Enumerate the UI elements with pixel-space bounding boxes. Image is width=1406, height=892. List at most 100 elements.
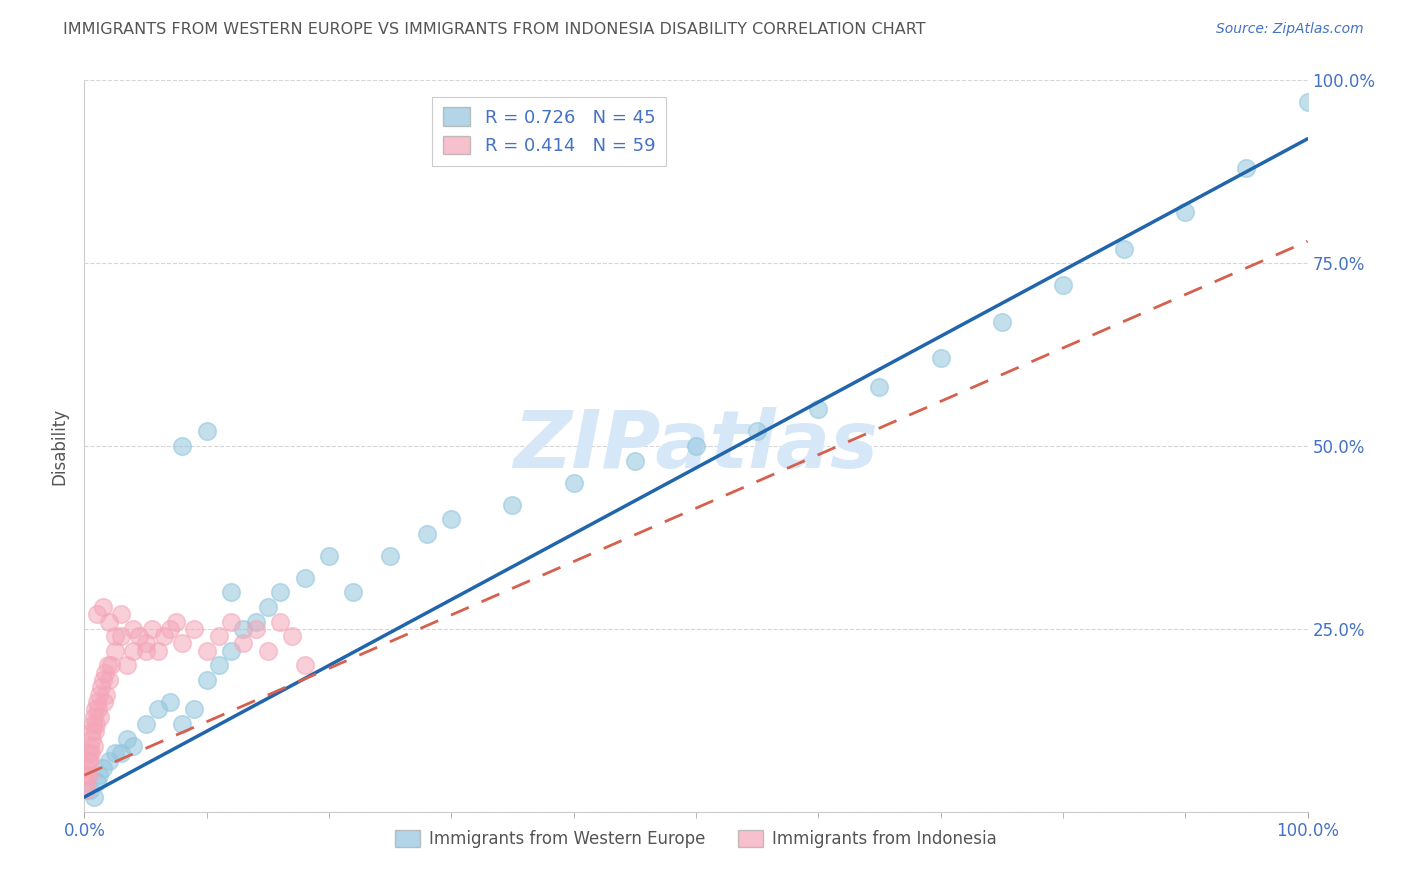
Point: [100, 658, 122, 673]
Point: [80, 724, 103, 739]
Point: [97, 754, 120, 768]
Point: [94, 665, 117, 680]
Point: [135, 644, 157, 658]
Point: [83, 790, 105, 805]
Point: [245, 622, 267, 636]
Point: [91, 673, 114, 687]
Point: [929, 351, 952, 366]
Point: [1236, 161, 1258, 175]
Point: [208, 629, 231, 643]
Point: [80, 746, 103, 760]
Point: [87, 768, 110, 782]
Point: [1114, 242, 1136, 256]
Point: [75, 782, 97, 797]
Point: [153, 629, 176, 643]
Y-axis label: Disability: Disability: [51, 408, 69, 484]
Point: [104, 629, 127, 643]
Point: [93, 695, 115, 709]
Point: [84, 717, 107, 731]
Point: [135, 636, 157, 650]
Point: [77, 746, 100, 760]
Point: [195, 673, 218, 687]
Text: IMMIGRANTS FROM WESTERN EUROPE VS IMMIGRANTS FROM INDONESIA DISABILITY CORRELATI: IMMIGRANTS FROM WESTERN EUROPE VS IMMIGR…: [63, 22, 927, 37]
Point: [115, 731, 138, 746]
Point: [97, 673, 120, 687]
Point: [128, 629, 150, 643]
Point: [294, 571, 316, 585]
Point: [110, 629, 132, 643]
Point: [76, 761, 98, 775]
Point: [97, 615, 120, 629]
Point: [1296, 95, 1319, 110]
Point: [380, 549, 402, 563]
Point: [502, 498, 524, 512]
Text: ZIPatlas: ZIPatlas: [513, 407, 879, 485]
Point: [122, 622, 145, 636]
Point: [122, 644, 145, 658]
Point: [83, 739, 105, 753]
Point: [83, 709, 105, 723]
Point: [685, 439, 707, 453]
Point: [624, 453, 647, 467]
Point: [104, 746, 127, 760]
Point: [165, 615, 187, 629]
Point: [1174, 205, 1197, 219]
Point: [269, 615, 291, 629]
Point: [82, 717, 104, 731]
Point: [294, 658, 316, 673]
Point: [245, 615, 267, 629]
Point: [172, 717, 194, 731]
Point: [122, 739, 145, 753]
Point: [83, 724, 105, 739]
Point: [96, 688, 118, 702]
Point: [141, 622, 163, 636]
Point: [318, 549, 340, 563]
Point: [87, 702, 110, 716]
Point: [232, 636, 254, 650]
Point: [562, 475, 585, 490]
Point: [869, 380, 891, 394]
Point: [79, 782, 101, 797]
Point: [747, 425, 769, 439]
Point: [90, 681, 112, 695]
Point: [79, 739, 101, 753]
Point: [77, 768, 100, 782]
Point: [342, 585, 364, 599]
Point: [86, 775, 108, 789]
Point: [195, 644, 218, 658]
Point: [183, 702, 205, 716]
Point: [97, 658, 120, 673]
Point: [219, 615, 242, 629]
Point: [257, 644, 280, 658]
Point: [159, 622, 181, 636]
Point: [110, 607, 132, 622]
Point: [91, 599, 114, 614]
Point: [219, 644, 242, 658]
Point: [195, 425, 218, 439]
Point: [82, 731, 104, 746]
Point: [440, 512, 463, 526]
Point: [76, 768, 98, 782]
Point: [257, 599, 280, 614]
Point: [172, 439, 194, 453]
Point: [75, 775, 97, 789]
Point: [135, 717, 157, 731]
Point: [281, 629, 304, 643]
Point: [104, 644, 127, 658]
Point: [146, 644, 169, 658]
Point: [115, 658, 138, 673]
Legend: Immigrants from Western Europe, Immigrants from Indonesia: Immigrants from Western Europe, Immigran…: [388, 823, 1004, 855]
Text: Source: ZipAtlas.com: Source: ZipAtlas.com: [1216, 22, 1364, 37]
Point: [110, 746, 132, 760]
Point: [991, 315, 1014, 329]
Point: [89, 709, 111, 723]
Point: [84, 702, 107, 716]
Point: [146, 702, 169, 716]
Point: [416, 526, 439, 541]
Point: [86, 695, 108, 709]
Point: [86, 607, 108, 622]
Point: [219, 585, 242, 599]
Point: [807, 402, 830, 417]
Point: [208, 658, 231, 673]
Point: [232, 622, 254, 636]
